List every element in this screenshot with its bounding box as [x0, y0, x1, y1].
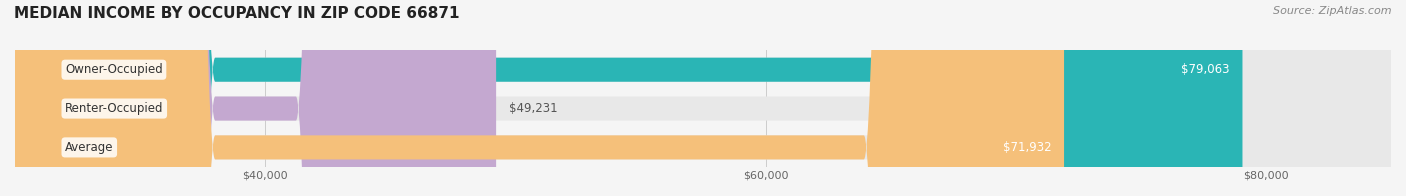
Text: $79,063: $79,063	[1181, 63, 1230, 76]
Text: $71,932: $71,932	[1002, 141, 1052, 154]
FancyBboxPatch shape	[15, 0, 1391, 196]
Text: Renter-Occupied: Renter-Occupied	[65, 102, 163, 115]
Text: Source: ZipAtlas.com: Source: ZipAtlas.com	[1274, 6, 1392, 16]
FancyBboxPatch shape	[15, 0, 1391, 196]
Text: Average: Average	[65, 141, 114, 154]
Text: $49,231: $49,231	[509, 102, 557, 115]
FancyBboxPatch shape	[15, 0, 1391, 196]
Text: MEDIAN INCOME BY OCCUPANCY IN ZIP CODE 66871: MEDIAN INCOME BY OCCUPANCY IN ZIP CODE 6…	[14, 6, 460, 21]
FancyBboxPatch shape	[15, 0, 496, 196]
FancyBboxPatch shape	[15, 0, 1243, 196]
FancyBboxPatch shape	[15, 0, 1064, 196]
Text: Owner-Occupied: Owner-Occupied	[65, 63, 163, 76]
